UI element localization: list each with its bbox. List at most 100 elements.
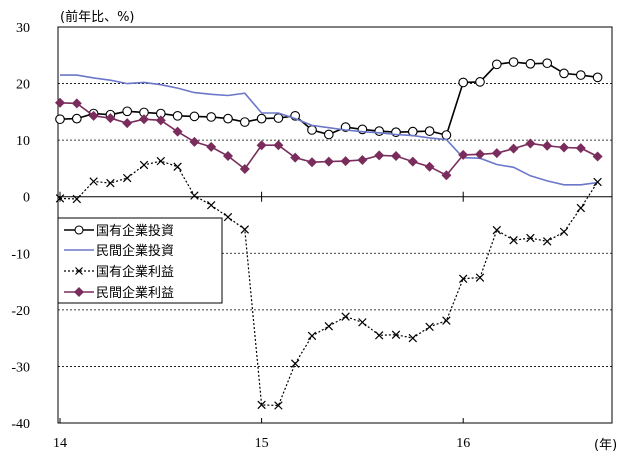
data-point <box>206 200 216 210</box>
legend-label: 国有企業利益 <box>96 264 174 280</box>
axis-layer: 30 20 10 0 -10 -20 -30 -40 14 15 16 <box>11 21 613 451</box>
legend-circle-marker <box>74 225 84 235</box>
data-point <box>223 212 233 222</box>
legend-diamond-marker <box>74 287 84 297</box>
data-point <box>55 114 65 125</box>
data-point <box>307 331 317 341</box>
data-point <box>592 72 603 83</box>
data-point <box>374 150 385 161</box>
data-point <box>122 106 133 117</box>
data-point <box>206 141 217 152</box>
data-point <box>559 142 569 153</box>
data-point <box>525 58 536 69</box>
y-tick-label: -20 <box>11 304 30 319</box>
data-point <box>223 113 233 124</box>
data-point <box>323 129 334 140</box>
data-point <box>122 173 132 183</box>
data-point <box>374 126 385 136</box>
legend-label: 民間企業投資 <box>96 243 174 259</box>
data-point <box>391 330 401 339</box>
data-point <box>239 163 250 174</box>
y-tick-label: -30 <box>11 360 30 375</box>
data-point <box>575 143 586 154</box>
data-point <box>425 322 434 332</box>
legend-item-state-investment: 国有企業投資 <box>64 223 174 239</box>
y-tick-label: -10 <box>11 247 30 262</box>
data-point <box>341 312 350 321</box>
data-point <box>240 225 250 234</box>
data-point <box>88 110 99 121</box>
data-point <box>122 118 133 129</box>
data-point <box>72 194 82 204</box>
data-point <box>106 178 115 188</box>
legend-x-marker <box>75 267 83 275</box>
series-2 <box>60 74 598 186</box>
data-point <box>323 156 334 167</box>
data-point <box>257 400 266 410</box>
data-point <box>374 331 384 340</box>
y-tick-label: 0 <box>23 191 30 206</box>
data-point <box>290 359 300 368</box>
data-point <box>307 157 317 168</box>
x-tick-label: 16 <box>456 436 470 451</box>
data-point <box>173 162 182 171</box>
data-point <box>542 140 553 151</box>
data-point <box>525 138 536 149</box>
data-point <box>491 148 502 159</box>
legend-box <box>57 217 223 304</box>
data-point <box>189 136 200 147</box>
data-point <box>256 140 267 151</box>
data-point <box>442 316 451 325</box>
data-point <box>576 203 586 213</box>
data-point <box>508 57 519 67</box>
legend: 国有企業投資 民間企業投資 国有企業利益 民間企業利益 <box>57 217 223 304</box>
data-point <box>542 237 552 246</box>
y-axis-label: (前年比、%) <box>60 9 135 25</box>
legend-label: 国有企業投資 <box>96 223 174 239</box>
data-point <box>273 140 284 151</box>
data-point <box>358 318 367 327</box>
data-point <box>139 114 149 125</box>
data-point <box>71 98 82 109</box>
data-point <box>139 160 149 170</box>
series-4 <box>55 97 603 181</box>
data-point <box>324 322 334 331</box>
data-point <box>155 115 166 126</box>
data-point <box>407 156 418 167</box>
data-point <box>408 333 418 343</box>
data-point <box>492 225 502 235</box>
data-point <box>71 113 82 124</box>
label-layer: (前年比、%) (年) <box>60 9 617 453</box>
data-point <box>190 191 199 200</box>
data-point <box>274 401 283 410</box>
data-point <box>542 58 553 69</box>
data-point <box>458 149 469 160</box>
data-point <box>290 152 301 163</box>
data-point <box>273 113 284 123</box>
data-point <box>172 110 183 121</box>
data-point <box>424 161 435 172</box>
y-tick-label: 30 <box>16 21 30 36</box>
data-point <box>256 113 267 124</box>
series-3 <box>55 156 602 410</box>
data-point <box>206 112 217 122</box>
legend-item-state-profit: 国有企業利益 <box>64 264 174 280</box>
x-tick-label: 15 <box>255 436 269 451</box>
data-point <box>593 177 602 187</box>
data-point <box>508 143 519 154</box>
y-tick-label: 20 <box>16 78 30 93</box>
data-point <box>391 150 401 161</box>
y-tick-label: -40 <box>11 417 30 432</box>
y-tick-label: 10 <box>16 134 30 149</box>
data-point <box>575 70 586 80</box>
data-point <box>189 111 200 122</box>
data-point <box>340 156 351 167</box>
data-point <box>526 233 535 243</box>
data-point <box>424 126 435 136</box>
data-point <box>105 113 116 124</box>
legend-label: 民間企業利益 <box>96 285 174 301</box>
data-point <box>559 227 569 237</box>
data-point <box>475 149 485 160</box>
data-point <box>239 117 250 127</box>
